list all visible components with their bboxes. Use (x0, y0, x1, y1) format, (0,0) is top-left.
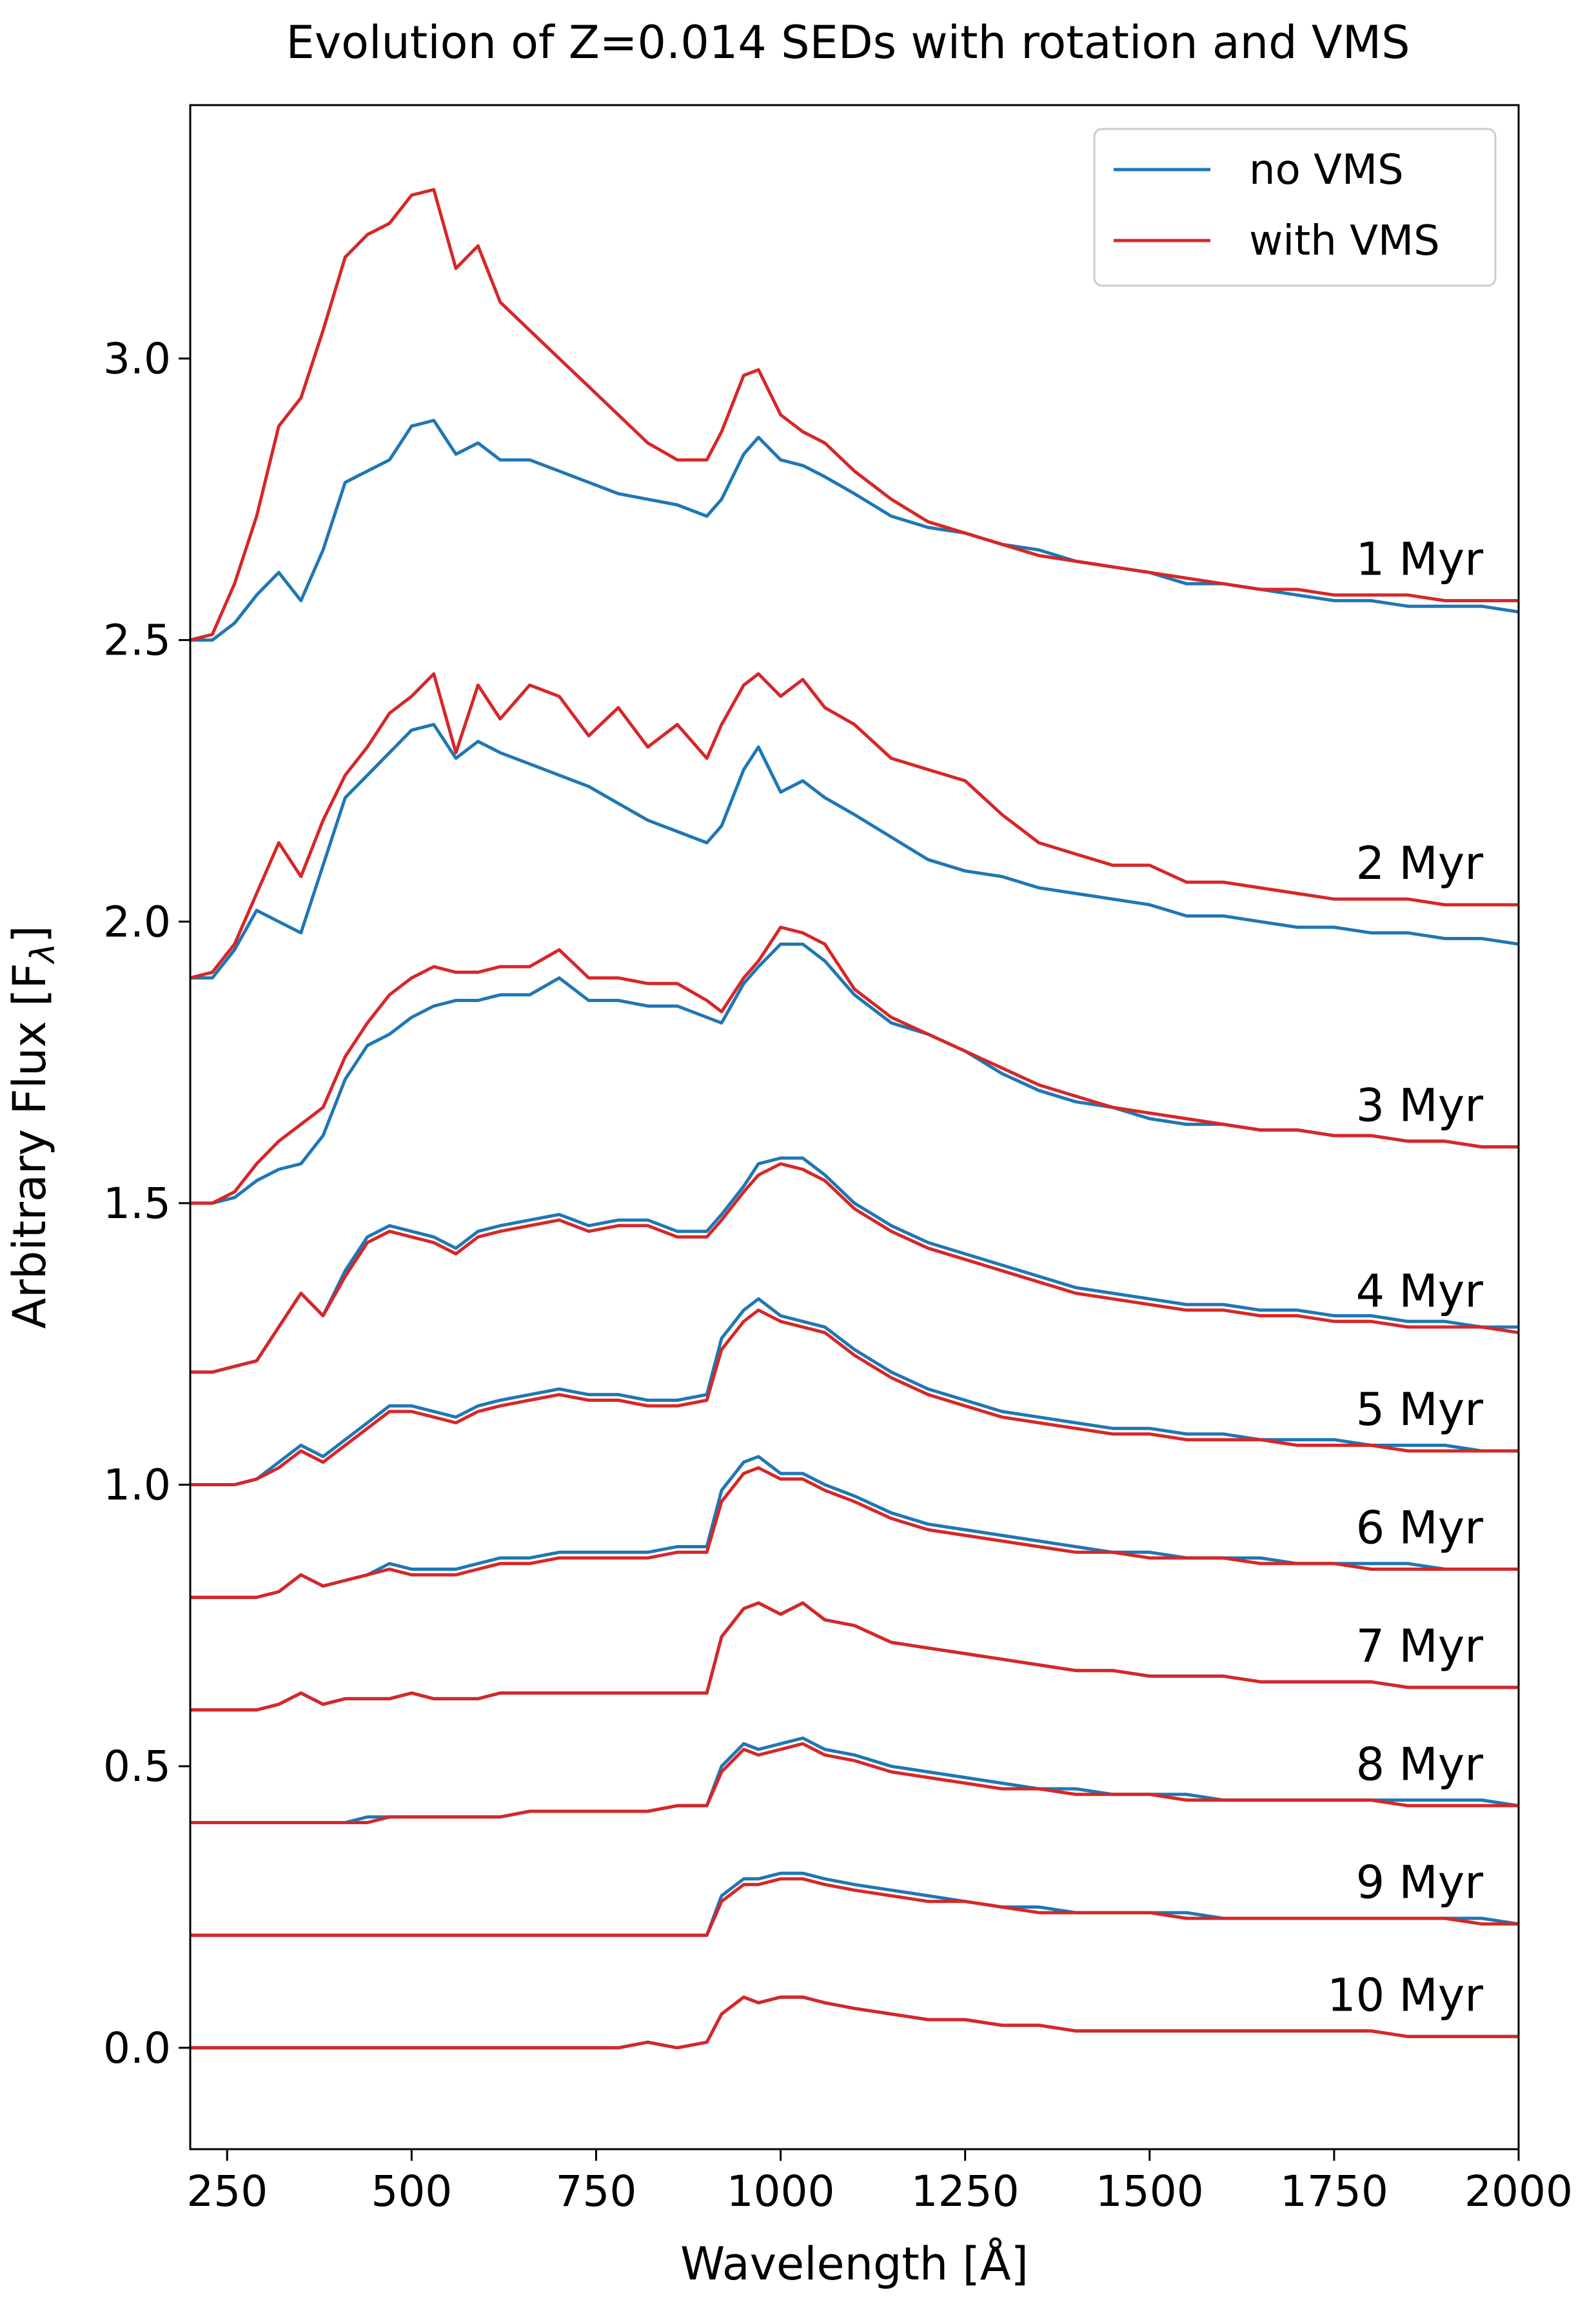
series-group-3-myr: 3 Myr (190, 925, 1519, 1205)
y-tick-label: 2.5 (103, 616, 171, 665)
x-tick-label: 250 (186, 2167, 268, 2216)
y-axis-label-main: Arbitrary Flux [F (3, 963, 56, 1328)
line-with-vms-4-myr (190, 1162, 1519, 1374)
line-with-vms-8-myr (190, 1742, 1519, 1824)
age-label-2-myr: 2 Myr (1356, 837, 1484, 890)
series-group-4-myr: 4 Myr (190, 1156, 1519, 1374)
legend-label-no-vms: no VMS (1249, 146, 1404, 194)
y-axis-label: Arbitrary Flux [Fλ] (3, 925, 63, 1329)
series-group-6-myr: 6 Myr (190, 1455, 1519, 1599)
x-tick-label: 1000 (727, 2167, 835, 2216)
series-group-8-myr: 8 Myr (190, 1736, 1519, 1824)
line-with-vms-7-myr (190, 1601, 1519, 1712)
age-label-8-myr: 8 Myr (1356, 1738, 1484, 1791)
series-group-7-myr: 7 Myr (190, 1601, 1519, 1712)
age-label-6-myr: 6 Myr (1356, 1502, 1484, 1555)
x-tick-label: 1750 (1280, 2167, 1388, 2216)
line-with-vms-2-myr (190, 672, 1519, 980)
x-tick-label: 1500 (1096, 2167, 1204, 2216)
line-no-vms-6-myr (190, 1455, 1519, 1599)
x-axis: 250 500 750 1000 1250 1500 1750 2000 (186, 2149, 1573, 2216)
y-tick-label: 0.5 (103, 1742, 171, 1791)
chart-title: Evolution of Z=0.014 SEDs with rotation … (286, 16, 1410, 69)
age-label-9-myr: 9 Myr (1356, 1856, 1484, 1909)
line-no-vms-7-myr (190, 1601, 1519, 1712)
line-no-vms-10-myr (190, 1995, 1519, 2050)
line-no-vms-4-myr (190, 1156, 1519, 1374)
x-tick-label: 750 (555, 2167, 636, 2216)
legend: no VMS with VMS (1093, 128, 1497, 287)
y-tick-label: 3.0 (103, 334, 171, 384)
series-group-9-myr: 9 Myr (190, 1856, 1519, 1937)
series-group-10-myr: 10 Myr (190, 1969, 1519, 2050)
age-label-1-myr: 1 Myr (1356, 533, 1484, 585)
legend-label-with-vms: with VMS (1249, 217, 1440, 265)
age-label-10-myr: 10 Myr (1327, 1969, 1483, 2022)
line-no-vms-2-myr (190, 723, 1519, 980)
series-group-2-myr: 2 Myr (190, 672, 1519, 980)
line-with-vms-9-myr (190, 1877, 1519, 1937)
series-group-5-myr: 5 Myr (190, 1297, 1519, 1486)
y-axis-label-close: ] (3, 925, 56, 943)
y-axis-label-subscript: λ (24, 943, 63, 965)
y-axis: 0.0 0.5 1.0 1.5 2.0 2.5 3.0 (103, 334, 190, 2073)
series-group-1-myr: 1 Myr (190, 188, 1519, 642)
line-no-vms-5-myr (190, 1297, 1519, 1486)
line-no-vms-3-myr (190, 942, 1519, 1205)
x-tick-label: 500 (371, 2167, 452, 2216)
y-tick-label: 0.0 (103, 2023, 171, 2073)
y-tick-label: 2.0 (103, 897, 171, 947)
plot-area: 1 Myr 2 Myr 3 Myr 4 Myr 5 Myr 6 Myr 7 Myr 8 Myr… (190, 188, 1519, 2050)
line-no-vms-8-myr (190, 1736, 1519, 1824)
age-label-5-myr: 5 Myr (1356, 1383, 1484, 1436)
x-tick-label: 1250 (911, 2167, 1020, 2216)
age-label-3-myr: 3 Myr (1356, 1079, 1484, 1132)
line-with-vms-6-myr (190, 1466, 1519, 1599)
age-label-4-myr: 4 Myr (1356, 1265, 1484, 1318)
line-no-vms-1-myr (190, 418, 1519, 642)
age-label-7-myr: 7 Myr (1356, 1620, 1484, 1673)
x-tick-label: 2000 (1464, 2167, 1573, 2216)
y-tick-label: 1.0 (103, 1461, 171, 1510)
line-with-vms-3-myr (190, 925, 1519, 1205)
line-no-vms-9-myr (190, 1871, 1519, 1937)
line-with-vms-5-myr (190, 1308, 1519, 1486)
y-tick-label: 1.5 (103, 1179, 171, 1228)
line-with-vms-1-myr (190, 188, 1519, 642)
x-axis-label: Wavelength [Å] (680, 2238, 1029, 2290)
plot-frame (189, 104, 1520, 2150)
line-with-vms-10-myr (190, 1995, 1519, 2050)
